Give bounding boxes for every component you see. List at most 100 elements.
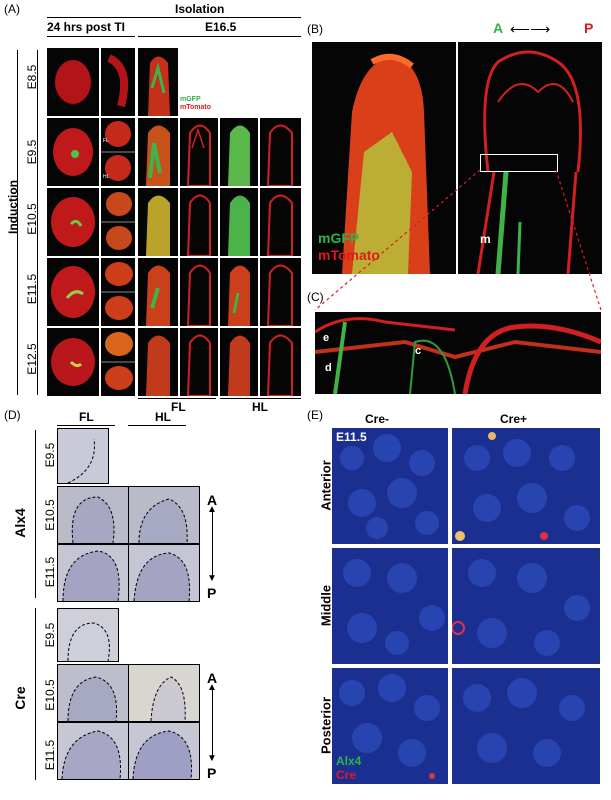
embryo-image-e115 <box>47 258 99 326</box>
limb-hl-red-e95 <box>260 118 301 186</box>
e-stage-label: E11.5 <box>336 430 367 444</box>
d-alx4-arrow-down-icon: ▼ <box>207 573 217 584</box>
c-annot-e: e <box>323 332 330 344</box>
b-legend-mtomato: mTomato <box>318 247 380 263</box>
d-alx4-fl-e115 <box>57 544 129 602</box>
isolation-line <box>47 17 301 18</box>
e-image-anterior-minus: E11.5 <box>332 428 448 544</box>
embryo-image-e95 <box>47 118 99 186</box>
induction-line <box>17 50 18 395</box>
d-gene-alx4: Alx4 <box>12 508 28 538</box>
panel-c-label: (C) <box>307 290 324 304</box>
panel-d-label: (D) <box>4 408 21 422</box>
e-image-posterior-plus <box>452 668 600 784</box>
d-cre-arrow-up-icon: ▲ <box>207 682 217 693</box>
d-cre-hl-e105 <box>128 664 200 722</box>
inset-label-fl: FL <box>103 138 109 144</box>
d-col-hl: HL <box>155 410 171 424</box>
d-cre-fl-e95 <box>57 608 119 662</box>
b-limb-whole-image: mGFP mTomato <box>312 42 456 274</box>
row-label-e95: E9.5 <box>25 139 39 165</box>
inset-label-hl: HL <box>103 174 110 180</box>
panel-a-label: (A) <box>4 2 20 16</box>
d-alx4-hl-e105 <box>128 486 200 544</box>
d-hl-line <box>128 425 186 426</box>
embryo-image-e125 <box>47 328 99 396</box>
e-col-cre-plus: Cre+ <box>500 412 528 426</box>
col-24hrs-line <box>47 36 135 37</box>
d-cre-axis-arrow <box>212 690 213 758</box>
limb-hl-red-e125 <box>260 328 301 396</box>
d-cre-arrow-down-icon: ▼ <box>207 753 217 764</box>
embryo-image-e105 <box>47 188 99 256</box>
inset-image-e85 <box>101 48 135 116</box>
panel-e-label: (E) <box>307 408 323 422</box>
e-legend-cre: Cre <box>336 768 357 782</box>
inset-image-e115 <box>101 258 135 326</box>
inset-image-e105 <box>101 188 135 256</box>
col-e165-line <box>138 36 301 37</box>
d-gene-cre: Cre <box>12 686 28 710</box>
e-legend-alx4: Alx4 <box>336 754 362 768</box>
d-alx4-line <box>35 430 36 598</box>
bottom-fl-line <box>138 398 216 399</box>
e-row-anterior: Anterior <box>318 460 334 511</box>
a-legend-mtomato: mTomato <box>180 104 211 111</box>
row-label-e105: E10.5 <box>25 203 39 235</box>
b-axis-a: A <box>493 20 504 36</box>
e-row-posterior: Posterior <box>318 696 334 755</box>
bottom-hl-line <box>220 398 301 399</box>
c-zoom-image: e d c <box>315 312 601 394</box>
d-fl-line <box>57 425 115 426</box>
limb-fl-red-e125 <box>180 328 218 396</box>
d-alx4-row-e95: E9.5 <box>43 442 57 468</box>
d-alx4-row-e115: E11.5 <box>43 556 57 588</box>
d-cre-row-e115: E11.5 <box>43 739 57 771</box>
zoom-guide-lines <box>314 169 602 311</box>
e-image-posterior-minus: Alx4 Cre <box>332 668 448 784</box>
b-annot-m: m <box>480 232 491 246</box>
d-cre-hl-e115 <box>128 722 200 780</box>
inset-image-e125 <box>101 328 135 396</box>
e-image-middle-plus <box>452 548 600 664</box>
bottom-hl-label: HL <box>252 400 268 414</box>
limb-image-e85 <box>138 48 178 116</box>
d-cre-axis-a: A <box>207 670 218 686</box>
row-label-e85: E8.5 <box>25 64 39 90</box>
d-alx4-arrow-up-icon: ▲ <box>207 504 217 515</box>
e-image-middle-minus <box>332 548 448 664</box>
limb-hl-green-e105 <box>220 188 258 256</box>
isolation-header: Isolation <box>175 2 225 16</box>
embryo-image-e85 <box>47 48 99 116</box>
c-annot-c: c <box>415 345 422 357</box>
col-e165-header: E16.5 <box>205 20 237 34</box>
b-zoom-box <box>480 154 558 172</box>
d-alx4-axis-a: A <box>207 492 218 508</box>
limb-fl-red-e95 <box>180 118 218 186</box>
limb-fl-green-e115 <box>138 258 178 326</box>
limb-fl-red-e115 <box>180 258 218 326</box>
col-24hrs-header: 24 hrs post TI <box>47 20 126 34</box>
d-alx4-fl-e105 <box>57 486 129 544</box>
b-limb-section-image: m <box>458 42 602 274</box>
stage-line <box>37 50 38 395</box>
panel-b-label: (B) <box>307 22 323 36</box>
d-cre-line <box>35 608 36 780</box>
d-alx4-axis-p: P <box>207 585 217 601</box>
d-cre-row-e95: E9.5 <box>43 622 57 648</box>
d-cre-fl-e105 <box>57 664 129 722</box>
limb-hl-red-e105 <box>260 188 301 256</box>
bottom-fl-label: FL <box>171 400 186 414</box>
inset-image-e95: FL HL <box>101 118 135 186</box>
limb-hl-red-e115 <box>260 258 301 326</box>
row-label-e125: E12.5 <box>25 343 39 375</box>
d-alx4-hl-e115 <box>128 544 200 602</box>
b-legend-mgfp: mGFP <box>318 230 360 246</box>
d-cre-axis-p: P <box>207 765 217 781</box>
c-annot-d: d <box>325 362 332 374</box>
e-image-anterior-plus <box>452 428 600 544</box>
limb-fl-green-e95 <box>138 118 178 186</box>
limb-fl-red-e105 <box>180 188 218 256</box>
d-col-fl: FL <box>79 410 94 424</box>
d-alx4-fl-e95 <box>57 428 109 484</box>
